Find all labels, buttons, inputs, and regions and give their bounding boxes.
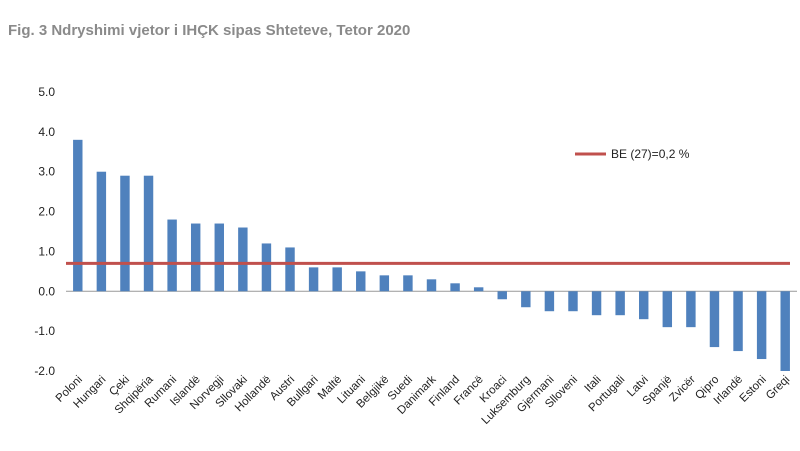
bar xyxy=(356,271,366,292)
bar xyxy=(261,243,272,292)
y-tick-label: -1.0 xyxy=(34,324,55,338)
y-tick-label: 1.0 xyxy=(38,244,55,258)
bar xyxy=(120,175,130,292)
y-tick-label: 5.0 xyxy=(38,85,55,99)
bar xyxy=(238,227,248,292)
bar xyxy=(568,291,578,312)
bar xyxy=(96,171,107,292)
bar xyxy=(521,291,531,308)
bar xyxy=(214,223,224,292)
bar xyxy=(167,219,177,292)
bar xyxy=(639,291,649,320)
bar xyxy=(591,291,602,316)
bar xyxy=(615,291,625,316)
bar xyxy=(497,291,507,300)
bar xyxy=(308,267,319,292)
bar xyxy=(780,291,790,371)
bar xyxy=(143,175,154,292)
bar xyxy=(709,291,720,348)
y-tick-label: 0.0 xyxy=(38,284,55,298)
bar-series xyxy=(73,139,790,371)
bar xyxy=(379,275,390,292)
bar xyxy=(662,291,673,328)
chart-title: Fig. 3 Ndryshimi vjetor i IHÇK sipas Sht… xyxy=(8,22,411,39)
bar xyxy=(403,275,413,292)
bar xyxy=(285,247,295,292)
x-tick-label: Zvicër xyxy=(667,374,698,405)
bar xyxy=(190,223,201,292)
bar xyxy=(332,267,342,292)
y-tick-label: 2.0 xyxy=(38,205,55,219)
bar xyxy=(756,291,767,360)
bar xyxy=(426,279,437,292)
bar xyxy=(450,283,460,292)
bar xyxy=(733,291,743,352)
x-tick-labels: PoloniHungariÇekiShqipëriaRumaniIslandëN… xyxy=(54,373,793,427)
legend-label: BE (27)=0,2 % xyxy=(611,147,690,161)
x-tick-label: Estoni xyxy=(738,374,769,405)
bar xyxy=(473,287,484,292)
bar xyxy=(73,139,83,292)
x-tick-label: Greqi xyxy=(764,374,792,402)
y-tick-label: 3.0 xyxy=(38,165,55,179)
y-tick-label: -2.0 xyxy=(34,364,55,378)
bar xyxy=(686,291,696,328)
legend: BE (27)=0,2 % xyxy=(575,147,690,161)
bar xyxy=(544,291,555,312)
y-tick-label: 4.0 xyxy=(38,125,55,139)
